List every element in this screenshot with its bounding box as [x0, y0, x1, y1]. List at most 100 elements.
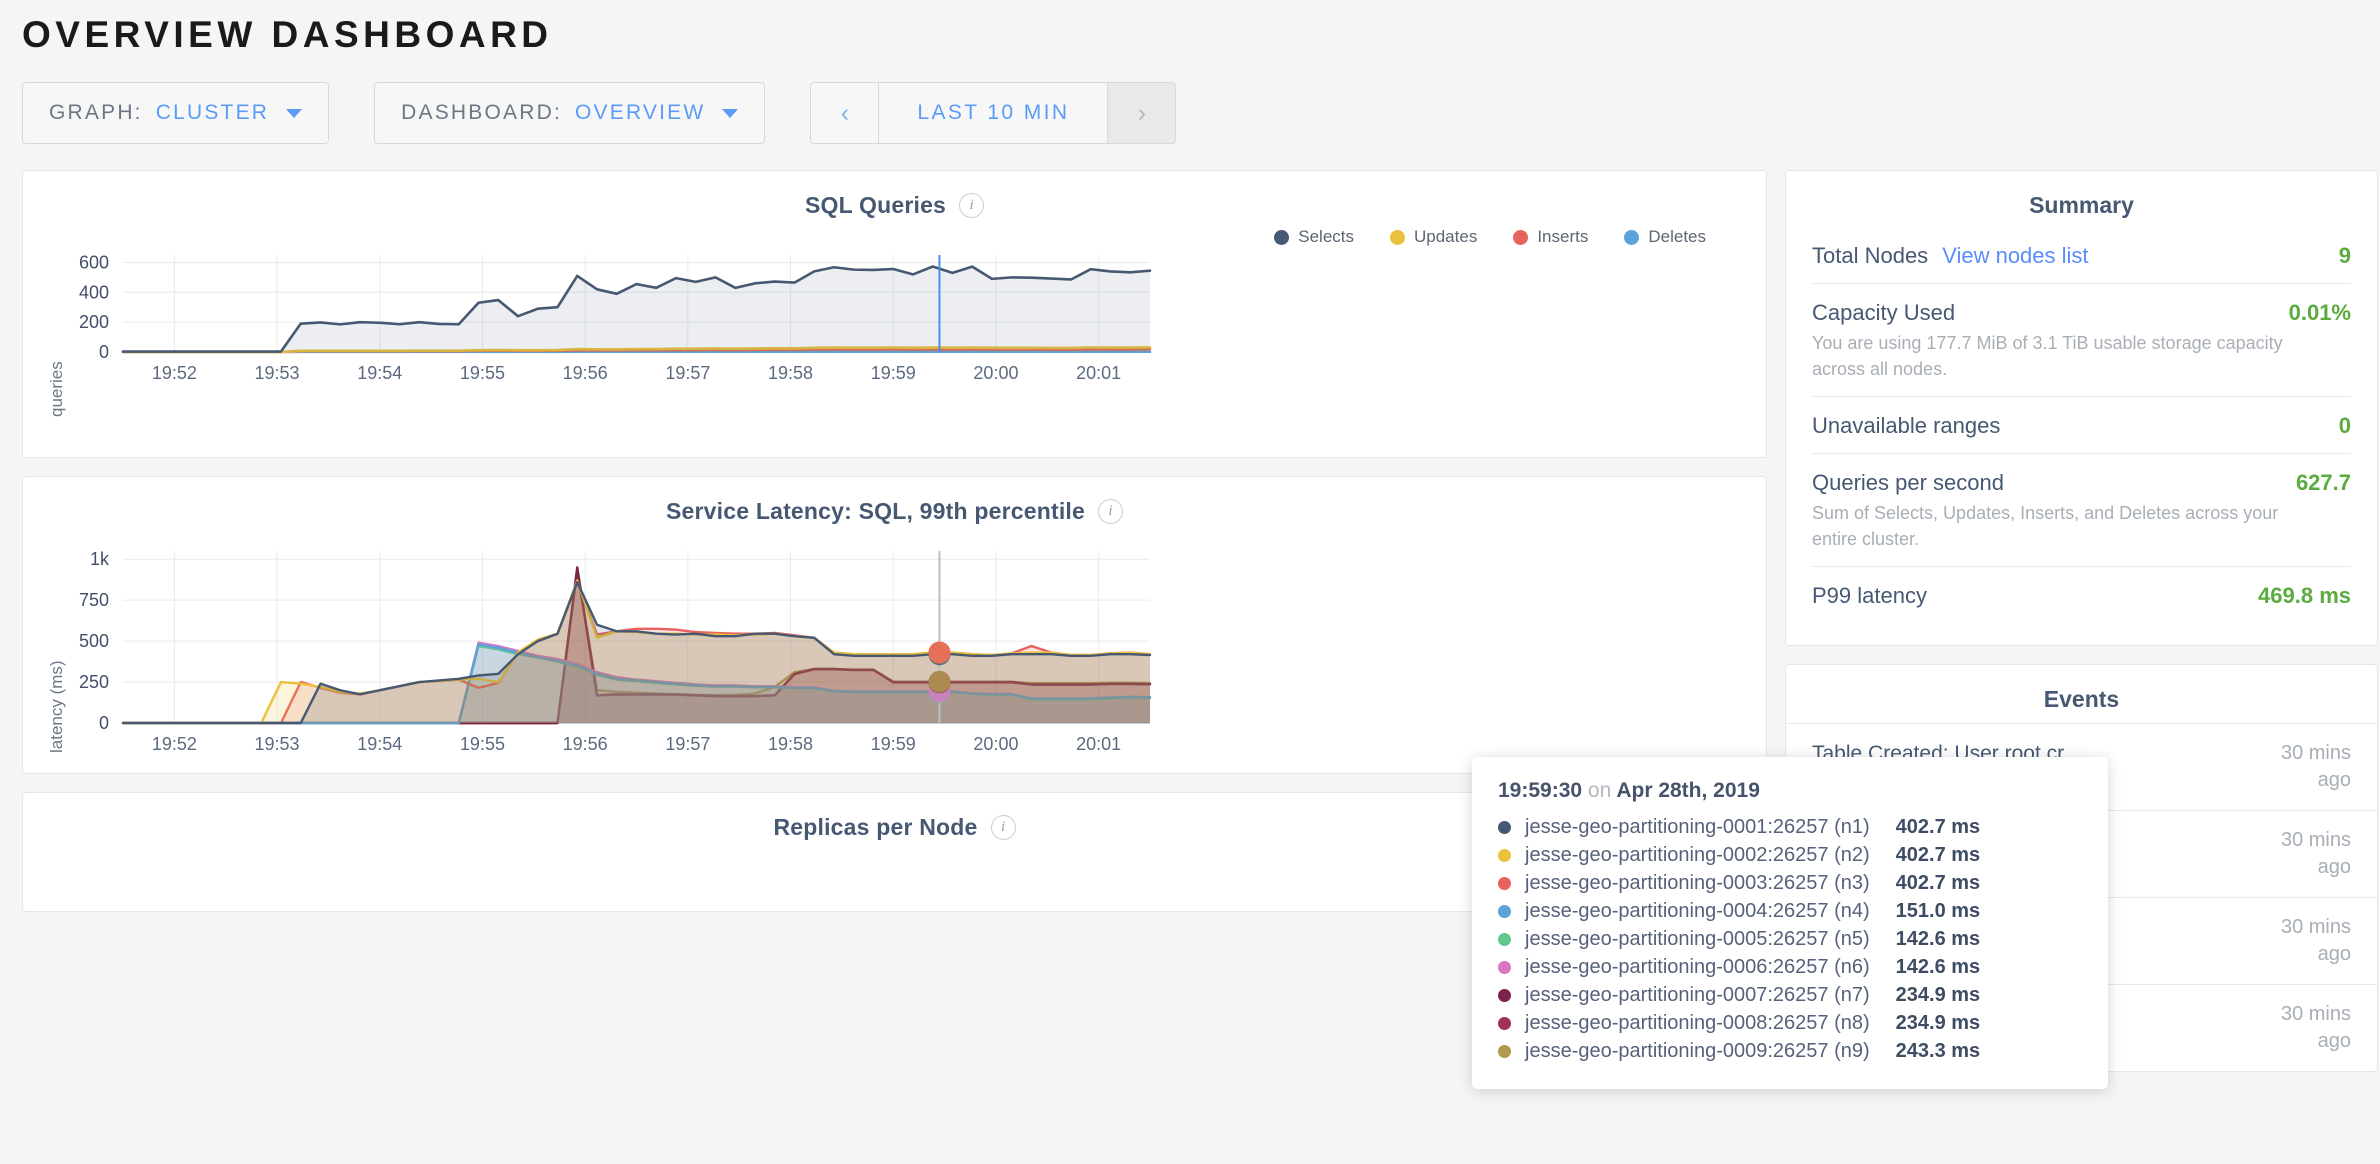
tooltip-series-dot — [1498, 1016, 1511, 1030]
legend-label-deletes: Deletes — [1648, 227, 1706, 246]
time-range-value[interactable]: LAST 10 MIN — [917, 101, 1070, 124]
x-axis-tick: 19:58 — [768, 734, 813, 754]
tooltip-row: jesse-geo-partitioning-0007:26257 (n7) 23… — [1498, 981, 2082, 1009]
summary-row-p99-latency: P99 latency 469.8 ms — [1812, 566, 2351, 623]
legend-item-inserts[interactable]: Inserts — [1513, 227, 1588, 247]
tooltip-row: jesse-geo-partitioning-0005:26257 (n5) 14… — [1498, 925, 2082, 953]
graph-selector-label: GRAPH: — [49, 101, 143, 124]
summary-row-capacity-used: Capacity Used 0.01% You are using 177.7 … — [1812, 283, 2351, 396]
tooltip-series-dot — [1498, 848, 1511, 862]
info-icon[interactable]: i — [959, 193, 985, 218]
sql-queries-y-axis-label: queries — [47, 361, 66, 417]
sql-queries-legend: Selects Updates Inserts Deletes — [23, 219, 1766, 247]
dashboard-selector[interactable]: DASHBOARD: OVERVIEW — [374, 82, 766, 144]
sql-queries-plot[interactable]: queries 0 200 400 600 19:52 19:53 19:54 19:55 19… — [23, 247, 1766, 417]
x-axis-tick: 19:52 — [152, 363, 197, 383]
chart-line-jesse-geo-partitioning-0001:26257 (n1) — [121, 580, 1152, 725]
info-icon[interactable]: i — [1098, 499, 1123, 524]
y-axis-tick: 600 — [79, 252, 109, 272]
summary-value-queries-per-second: 627.7 — [2295, 470, 2351, 496]
summary-label-p99-latency: P99 latency — [1812, 583, 1927, 609]
chart-area-jesse-geo-partitioning-0008:26257 (n8) — [123, 569, 1150, 723]
y-axis-tick: 400 — [79, 282, 109, 302]
controls-bar: GRAPH: CLUSTER DASHBOARD: OVERVIEW ‹ LAS… — [0, 56, 2380, 144]
summary-value-total-nodes: 9 — [2338, 243, 2351, 268]
summary-desc-capacity-used: You are using 177.7 MiB of 3.1 TiB usabl… — [1812, 333, 2283, 379]
info-icon[interactable]: i — [990, 815, 1016, 840]
tooltip-row: jesse-geo-partitioning-0001:26257 (n1) 40… — [1498, 813, 2082, 841]
event-time: 30 mins ago — [2280, 742, 2351, 792]
chart-area-jesse-geo-partitioning-0004:26257 (n4) — [123, 644, 1150, 723]
summary-row-total-nodes: Total Nodes View nodes list 9 — [1812, 227, 2351, 283]
x-axis-tick: 19:54 — [357, 734, 402, 754]
tooltip-series-value: 402.7 ms — [1895, 843, 1981, 866]
tooltip-series-value: 142.6 ms — [1895, 955, 1981, 978]
legend-label-selects: Selects — [1298, 227, 1354, 246]
chart-line-Selects — [121, 265, 1152, 353]
replicas-per-node-title: Replicas per Node — [773, 814, 978, 840]
legend-item-updates[interactable]: Updates — [1390, 227, 1477, 247]
replicas-per-node-header: Replicas per Node i — [23, 793, 1766, 841]
tooltip-series-dot — [1498, 904, 1511, 918]
tooltip-row: jesse-geo-partitioning-0003:26257 (n3) 40… — [1498, 869, 2082, 897]
summary-label-unavailable-ranges: Unavailable ranges — [1812, 413, 2001, 439]
summary-label-total-nodes: Total Nodes — [1812, 243, 1929, 268]
tooltip-row: jesse-geo-partitioning-0004:26257 (n4) 15… — [1498, 897, 2082, 925]
x-axis-tick: 20:00 — [973, 734, 1018, 754]
chart-area-Selects — [123, 266, 1150, 352]
service-latency-plot[interactable]: latency (ms) 0 250 500 750 1k 19:52 19:53 19:54… — [23, 543, 1766, 763]
x-axis-tick: 19:56 — [563, 363, 608, 383]
tooltip-series-name: jesse-geo-partitioning-0001:26257 (n1) — [1525, 815, 1870, 838]
x-axis-tick: 19:53 — [255, 734, 300, 754]
chevron-down-icon — [286, 108, 303, 118]
tooltip-timestamp: 19:59:30 on Apr 28th, 2019 — [1498, 779, 2082, 813]
tooltip-row: jesse-geo-partitioning-0009:26257 (n9) 24… — [1498, 1037, 2082, 1065]
summary-title: Summary — [2029, 192, 2134, 218]
tooltip-series-name: jesse-geo-partitioning-0008:26257 (n8) — [1525, 1011, 1870, 1034]
x-axis-tick: 19:58 — [768, 363, 813, 383]
summary-label-queries-per-second: Queries per second — [1812, 470, 2004, 496]
x-axis-tick: 19:55 — [460, 734, 505, 754]
dashboard-selector-value: OVERVIEW — [575, 101, 706, 124]
summary-card: Summary Total Nodes View nodes list 9 — [1785, 170, 2378, 647]
tooltip-series-name: jesse-geo-partitioning-0005:26257 (n5) — [1525, 927, 1870, 950]
chart-area-jesse-geo-partitioning-0009:26257 (n9) — [123, 570, 1150, 723]
summary-row-unavailable-ranges: Unavailable ranges 0 — [1812, 396, 2351, 453]
y-axis-tick: 0 — [99, 713, 109, 733]
chart-area-jesse-geo-partitioning-0002:26257 (n2) — [123, 580, 1150, 723]
tooltip-series-name: jesse-geo-partitioning-0003:26257 (n3) — [1525, 871, 1870, 894]
service-latency-y-axis-label: latency (ms) — [47, 660, 66, 753]
x-axis-tick: 19:54 — [357, 363, 402, 383]
tooltip-on-word: on — [1587, 779, 1612, 802]
legend-label-updates: Updates — [1414, 227, 1478, 246]
page-title: OVERVIEW DASHBOARD — [22, 14, 553, 55]
graph-selector-value: CLUSTER — [155, 101, 270, 124]
tooltip-series-dot — [1498, 988, 1511, 1002]
time-range-selector: ‹ LAST 10 MIN › — [810, 82, 1177, 144]
tooltip-series-value: 151.0 ms — [1895, 899, 1981, 922]
view-nodes-list-link[interactable]: View nodes list — [1942, 243, 2089, 268]
y-axis-tick: 0 — [99, 342, 109, 362]
tooltip-series-value: 402.7 ms — [1895, 871, 1981, 894]
tooltip-row: jesse-geo-partitioning-0008:26257 (n8) 23… — [1498, 1009, 2082, 1037]
tooltip-series-name: jesse-geo-partitioning-0006:26257 (n6) — [1525, 955, 1870, 978]
x-axis-tick: 19:53 — [255, 363, 300, 383]
summary-desc-queries-per-second: Sum of Selects, Updates, Inserts, and De… — [1812, 503, 2279, 549]
previous-time-range-button[interactable]: ‹ — [811, 83, 880, 143]
next-time-range-button[interactable]: › — [1107, 83, 1176, 143]
tooltip-series-dot — [1498, 932, 1511, 946]
legend-item-deletes[interactable]: Deletes — [1624, 227, 1706, 247]
chart-hover-point — [928, 670, 951, 693]
tooltip-series-dot — [1498, 876, 1511, 890]
service-latency-header: Service Latency: SQL, 99th percentile i — [23, 477, 1766, 525]
graph-selector[interactable]: GRAPH: CLUSTER — [22, 82, 330, 144]
tooltip-series-dot — [1498, 1044, 1511, 1058]
tooltip-series-name: jesse-geo-partitioning-0004:26257 (n4) — [1525, 899, 1870, 922]
legend-item-selects[interactable]: Selects — [1274, 227, 1354, 247]
x-axis-tick: 19:59 — [871, 363, 916, 383]
chart-hover-point — [928, 641, 951, 664]
chart-area-jesse-geo-partitioning-0006:26257 (n6) — [123, 642, 1150, 723]
event-row[interactable]: Table Created: User root cr... 30 mins a… — [1786, 723, 2377, 810]
y-axis-tick: 1k — [90, 549, 110, 569]
tooltip-time: 19:59:30 — [1498, 779, 1583, 802]
